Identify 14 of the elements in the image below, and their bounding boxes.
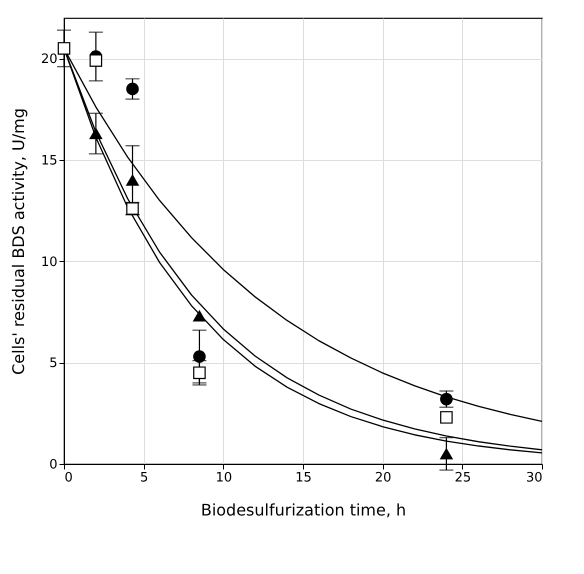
- x-tick-label: 20: [374, 470, 392, 486]
- y-tick-label: 10: [40, 254, 58, 270]
- x-tick-label: 15: [295, 470, 312, 486]
- x-tick-label: 0: [64, 470, 73, 486]
- y-tick-label: 5: [49, 356, 58, 372]
- y-tick-label: 20: [40, 52, 58, 68]
- x-tick-label: 30: [526, 470, 542, 486]
- x-tick-label: 5: [140, 470, 148, 486]
- x-tick-label: 25: [454, 470, 472, 486]
- y-tick-label: 0: [49, 458, 58, 472]
- y-axis-title: Cells' residual BDS activity, U/mg: [8, 108, 28, 375]
- x-tick-label: 10: [216, 470, 232, 486]
- x-axis-title: Biodesulfurization time, h: [200, 500, 406, 520]
- y-tick-label: 15: [40, 153, 58, 168]
